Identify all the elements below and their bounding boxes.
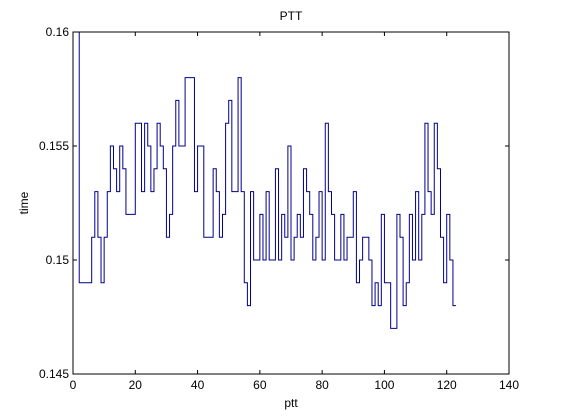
x-tick-label: 0 xyxy=(70,378,77,392)
axes-box xyxy=(72,31,510,375)
x-tick-label: 40 xyxy=(191,378,205,392)
chart-title: PTT xyxy=(280,9,303,23)
y-tick-label: 0.145 xyxy=(39,367,69,381)
series-line xyxy=(73,31,457,329)
x-axis-ticks: 0 20 40 60 80 100 120 140 xyxy=(70,32,519,392)
x-tick-label: 120 xyxy=(437,378,457,392)
x-tick-label: 140 xyxy=(499,378,519,392)
x-tick-label: 20 xyxy=(129,378,143,392)
x-axis-label: ptt xyxy=(284,396,298,410)
y-tick-label: 0.15 xyxy=(46,253,70,267)
y-tick-label: 0.16 xyxy=(46,25,70,39)
x-tick-label: 60 xyxy=(253,378,267,392)
x-tick-label: 100 xyxy=(374,378,394,392)
x-tick-label: 80 xyxy=(315,378,329,392)
y-axis-label: time xyxy=(17,191,31,214)
y-tick-label: 0.155 xyxy=(39,139,69,153)
y-axis-ticks: 0.145 0.15 0.155 0.16 xyxy=(39,25,509,381)
